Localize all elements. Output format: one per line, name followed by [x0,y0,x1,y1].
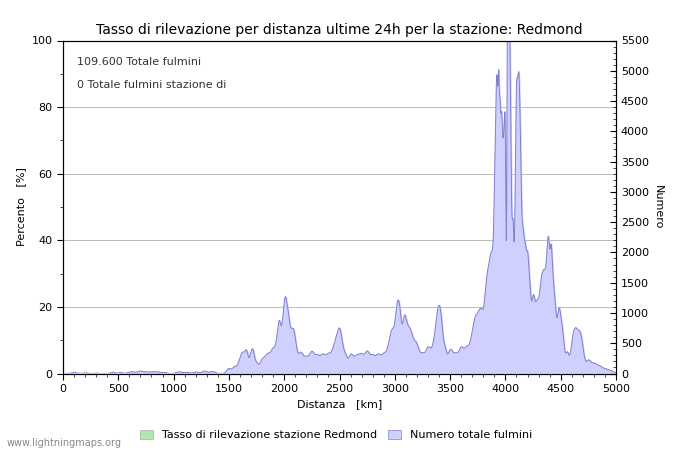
Title: Tasso di rilevazione per distanza ultime 24h per la stazione: Redmond: Tasso di rilevazione per distanza ultime… [96,22,583,36]
Legend: Tasso di rilevazione stazione Redmond, Numero totale fulmini: Tasso di rilevazione stazione Redmond, N… [135,425,537,445]
Text: 0 Totale fulmini stazione di: 0 Totale fulmini stazione di [77,81,226,90]
X-axis label: Distanza   [km]: Distanza [km] [297,400,382,410]
Text: 109.600 Totale fulmini: 109.600 Totale fulmini [77,57,201,67]
Y-axis label: Percento   [%]: Percento [%] [16,167,26,247]
Text: www.lightningmaps.org: www.lightningmaps.org [7,438,122,448]
Y-axis label: Numero: Numero [653,185,663,229]
